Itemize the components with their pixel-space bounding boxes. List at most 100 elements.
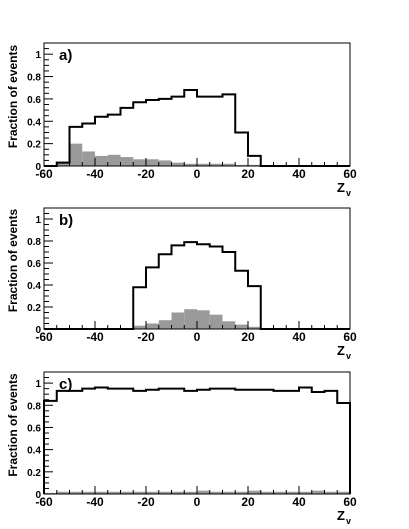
outline-histogram [43, 386, 351, 494]
x-axis-title-subscript: v [346, 516, 351, 526]
filled-bin [120, 157, 134, 166]
y-tick-label: 0 [35, 162, 41, 173]
panel-1: 0 0.2 0.4 0.6 0.8 1 -60 -40 -20 0 20 40 60 a) Fraction… [6, 42, 357, 198]
panel-label: a) [59, 47, 72, 64]
x-tick-label: -60 [35, 167, 53, 181]
y-tick-label: 0.6 [27, 95, 41, 106]
filled-bin [82, 151, 95, 166]
filled-bin [171, 312, 185, 329]
y-tick-label: 0.2 [27, 468, 41, 479]
x-tick-label: 20 [241, 495, 255, 509]
filled-bin [222, 321, 236, 329]
filled-bin [107, 154, 121, 166]
filled-bin [44, 492, 57, 494]
y-tick-label: 0.6 [27, 259, 41, 270]
filled-bin [209, 314, 223, 329]
y-tick-label: 0.8 [27, 401, 41, 412]
y-tick-label: 0.4 [27, 281, 41, 292]
filled-bin [222, 491, 236, 494]
panel-3: 0 0.2 0.4 0.6 0.8 1 -60 -40 -20 0 20 40 60 c) Fraction… [6, 371, 357, 526]
filled-bin [133, 159, 146, 166]
x-tick-label: 60 [343, 167, 357, 181]
filled-bin [248, 164, 261, 166]
filled-bin [158, 491, 172, 494]
panel-label: c) [59, 376, 72, 393]
x-tick-label: -60 [35, 495, 53, 509]
filled-bin [248, 490, 261, 494]
filled-bin [133, 491, 146, 494]
filled-bin [184, 491, 197, 494]
y-tick-label: 0.4 [27, 446, 41, 457]
y-tick-label: 0.6 [27, 423, 41, 434]
x-tick-label: -40 [86, 330, 104, 344]
x-axis-title-subscript: v [346, 351, 351, 361]
x-tick-label: -40 [86, 167, 104, 181]
filled-bin [209, 163, 223, 166]
filled-bin [184, 309, 197, 329]
filled-bin [311, 490, 325, 494]
x-tick-label: 40 [292, 330, 306, 344]
y-tick-label: 0.8 [27, 237, 41, 248]
panel-2: 0 0.2 0.4 0.6 0.8 1 -60 -40 -20 0 20 40 60 b) Fraction… [6, 207, 357, 361]
filled-bin [171, 162, 185, 166]
filled-bin [286, 491, 299, 494]
filled-bin [120, 491, 134, 494]
x-tick-label: -60 [35, 330, 53, 344]
filled-bin [158, 160, 172, 166]
x-axis-title-subscript: v [346, 188, 351, 198]
filled-bin [56, 161, 70, 166]
filled-bin [197, 490, 210, 494]
x-tick-label: -40 [86, 495, 104, 509]
y-tick-label: 1 [35, 379, 41, 390]
filled-bin [146, 159, 159, 166]
x-tick-label: 0 [194, 495, 201, 509]
filled-bin [146, 323, 159, 329]
x-axis-title: Z [337, 508, 345, 523]
y-tick-label: 0.4 [27, 117, 41, 128]
filled-bin [95, 155, 108, 166]
x-tick-label: 0 [194, 330, 201, 344]
x-tick-label: 40 [292, 495, 306, 509]
filled-bin [248, 326, 261, 329]
filled-bin [324, 491, 338, 494]
panel-label: b) [59, 212, 73, 229]
filled-bin [69, 491, 83, 494]
filled-bin [158, 320, 172, 329]
y-tick-label: 0.8 [27, 73, 41, 84]
filled-bin [222, 163, 236, 166]
filled-bin [95, 491, 108, 494]
filled-bin [235, 324, 248, 329]
y-tick-label: 0.2 [27, 140, 41, 151]
filled-bin [197, 310, 210, 329]
filled-bin [260, 491, 274, 494]
y-axis-title: Fraction of events [6, 373, 20, 477]
filled-bin [107, 491, 121, 494]
filled-bin [209, 491, 223, 494]
y-tick-label: 0.2 [27, 303, 41, 314]
y-tick-label: 1 [35, 50, 41, 61]
y-tick-label: 0 [35, 490, 41, 501]
x-tick-label: -20 [137, 167, 155, 181]
x-tick-label: 20 [241, 167, 255, 181]
filled-bin [184, 163, 197, 166]
filled-bin [197, 163, 210, 166]
x-tick-label: -20 [137, 330, 155, 344]
x-axis-title: Z [337, 343, 345, 358]
y-tick-label: 1 [35, 215, 41, 226]
x-axis-title: Z [337, 180, 345, 195]
filled-bin [235, 164, 248, 166]
filled-bin [273, 491, 287, 494]
filled-bin [56, 491, 70, 494]
filled-bin [146, 491, 159, 494]
filled-bin [299, 491, 312, 494]
x-tick-label: 60 [343, 495, 357, 509]
y-axis-title: Fraction of events [6, 209, 20, 313]
filled-bin [171, 491, 185, 494]
filled-bin [69, 143, 83, 166]
filled-bin [133, 325, 146, 329]
x-tick-label: 40 [292, 167, 306, 181]
y-axis-title: Fraction of events [6, 45, 20, 149]
filled-bin [235, 491, 248, 494]
x-tick-label: 0 [194, 167, 201, 181]
